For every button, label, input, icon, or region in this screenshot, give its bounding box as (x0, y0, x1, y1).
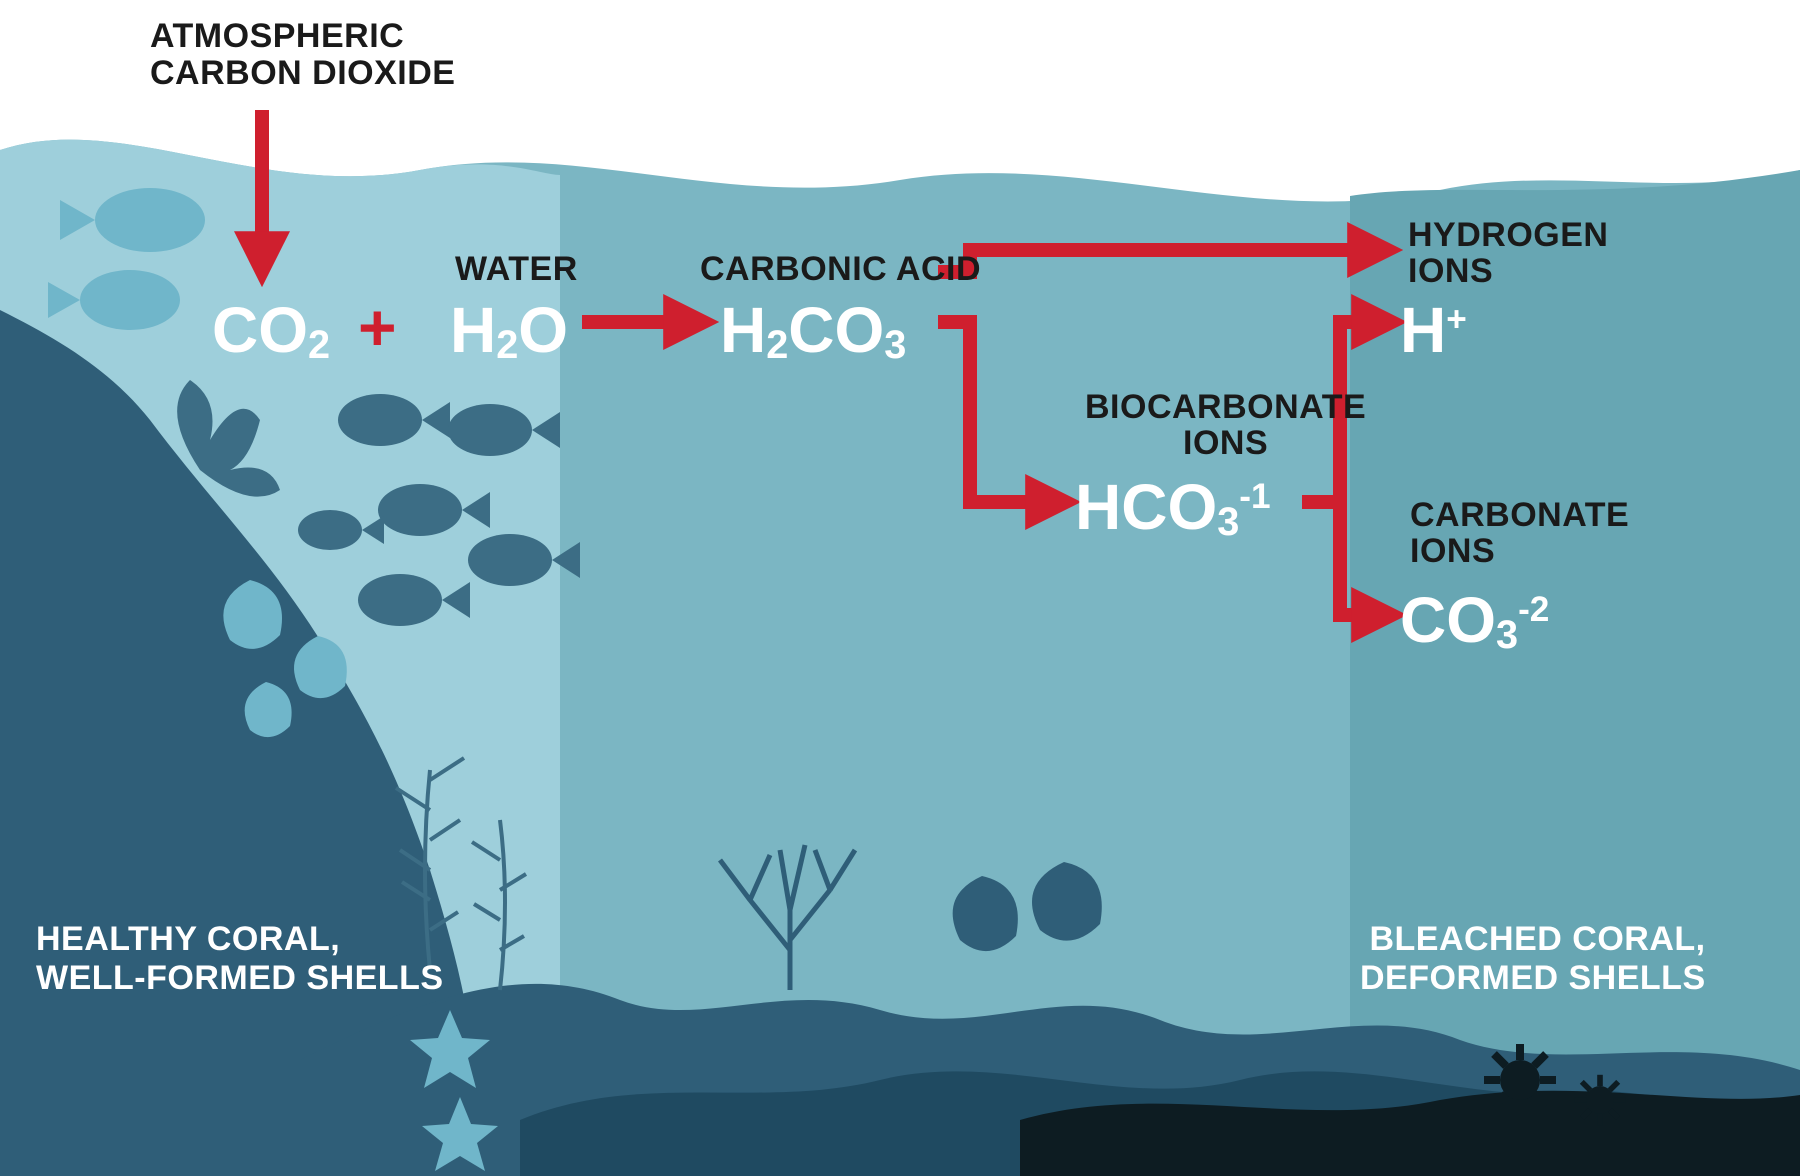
formula-h2o: H2O (450, 293, 568, 368)
formula-hplus: H+ (1400, 293, 1467, 367)
label-hydrogen-ions: HYDROGEN IONS (1408, 218, 1608, 289)
label-carbonate-ions: CARBONATE IONS (1410, 498, 1629, 569)
formula-co3: CO3-2 (1400, 583, 1549, 658)
label-bicarbonate-ions: BIOCARBONATE IONS (1085, 390, 1366, 461)
caption-healthy: HEALTHY CORAL, WELL-FORMED SHELLS (36, 920, 444, 998)
caption-bleached: BLEACHED CORAL, DEFORMED SHELLS (1360, 920, 1706, 998)
formula-co2: CO2 (212, 293, 330, 368)
plus-sign: + (358, 289, 397, 365)
label-atmospheric: ATMOSPHERIC CARBON DIOXIDE (150, 18, 455, 91)
label-carbonic-acid: CARBONIC ACID (700, 250, 981, 289)
label-water: WATER (455, 250, 578, 289)
formula-h2co3: H2CO3 (720, 293, 906, 368)
formula-hco3: HCO3-1 (1075, 470, 1271, 545)
